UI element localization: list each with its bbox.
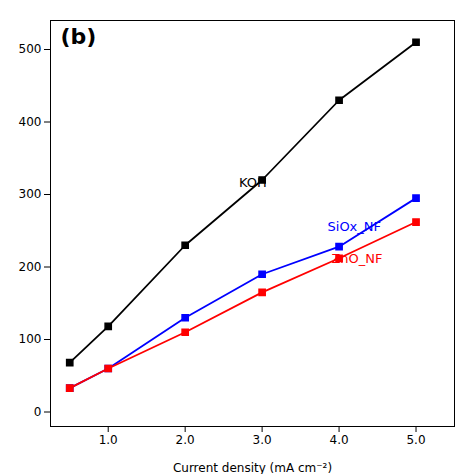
svg-text:(b): (b) [61, 24, 97, 49]
svg-text:KOH: KOH [239, 175, 267, 190]
svg-text:300: 300 [19, 187, 42, 201]
svg-text:5.0: 5.0 [406, 433, 425, 447]
svg-text:Current density (mA cm⁻²): Current density (mA cm⁻²) [173, 461, 332, 474]
svg-text:1.0: 1.0 [99, 433, 118, 447]
svg-text:200: 200 [19, 260, 42, 274]
svg-text:ZnO_NF: ZnO_NF [331, 251, 382, 266]
svg-text:100: 100 [19, 332, 42, 346]
svg-text:400: 400 [19, 115, 42, 129]
svg-text:0: 0 [34, 405, 42, 419]
svg-text:4.0: 4.0 [330, 433, 349, 447]
svg-text:3.0: 3.0 [253, 433, 272, 447]
svg-text:500: 500 [19, 42, 42, 56]
svg-text:SiOx_NF: SiOx_NF [328, 219, 382, 234]
svg-text:2.0: 2.0 [176, 433, 195, 447]
